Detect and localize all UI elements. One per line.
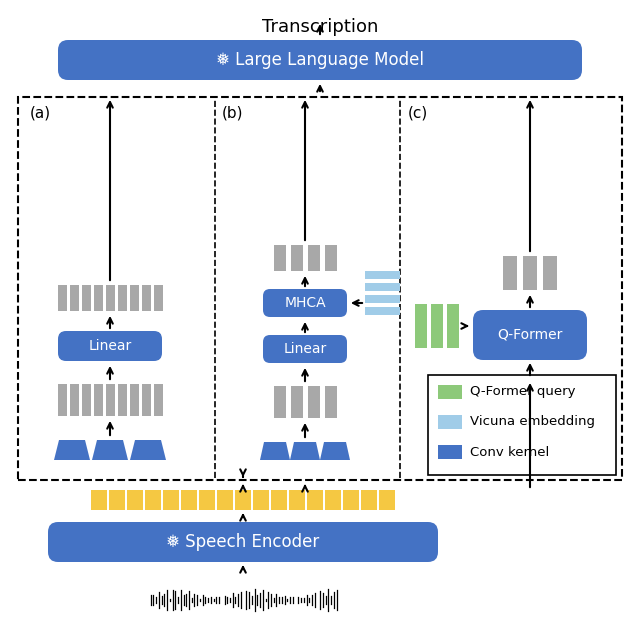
Bar xyxy=(141,285,150,311)
Bar xyxy=(438,445,462,459)
Bar xyxy=(324,386,337,418)
Polygon shape xyxy=(320,442,350,460)
Bar xyxy=(365,295,400,303)
Bar xyxy=(58,384,67,416)
Text: Linear: Linear xyxy=(284,342,326,356)
Bar xyxy=(235,490,251,510)
Text: Conv kernel: Conv kernel xyxy=(470,445,549,458)
Bar xyxy=(415,304,427,348)
Bar xyxy=(365,307,400,315)
Polygon shape xyxy=(92,440,128,460)
Bar xyxy=(181,490,197,510)
Bar xyxy=(93,285,102,311)
Bar xyxy=(18,97,622,480)
Text: Vicuna embedding: Vicuna embedding xyxy=(470,416,595,428)
Bar xyxy=(379,490,395,510)
Text: Linear: Linear xyxy=(88,339,132,353)
Text: Q-Former: Q-Former xyxy=(497,328,563,342)
Polygon shape xyxy=(130,440,166,460)
FancyBboxPatch shape xyxy=(263,335,347,363)
Bar xyxy=(273,245,285,271)
Bar xyxy=(81,384,90,416)
Text: (c): (c) xyxy=(408,105,428,120)
Bar xyxy=(503,256,517,290)
Bar xyxy=(106,384,115,416)
Text: ❅ Speech Encoder: ❅ Speech Encoder xyxy=(166,533,319,551)
Bar xyxy=(325,490,341,510)
Bar xyxy=(70,285,79,311)
FancyBboxPatch shape xyxy=(473,310,587,360)
Bar xyxy=(106,285,115,311)
Bar xyxy=(127,490,143,510)
Bar xyxy=(118,384,127,416)
Bar xyxy=(431,304,443,348)
Bar xyxy=(523,256,537,290)
Text: MHCA: MHCA xyxy=(284,296,326,310)
Bar xyxy=(343,490,359,510)
Text: Q-Former query: Q-Former query xyxy=(470,386,575,399)
Bar xyxy=(307,490,323,510)
Bar xyxy=(543,256,557,290)
Bar xyxy=(438,385,462,399)
Bar xyxy=(70,384,79,416)
FancyBboxPatch shape xyxy=(263,289,347,317)
Bar xyxy=(365,271,400,279)
Bar xyxy=(145,490,161,510)
Polygon shape xyxy=(54,440,90,460)
Bar xyxy=(365,283,400,291)
Bar xyxy=(289,490,305,510)
FancyBboxPatch shape xyxy=(48,522,438,562)
Text: (a): (a) xyxy=(30,105,51,120)
Bar xyxy=(129,285,138,311)
Bar xyxy=(58,285,67,311)
Bar xyxy=(273,386,285,418)
Bar xyxy=(253,490,269,510)
Bar xyxy=(118,285,127,311)
Bar xyxy=(438,415,462,429)
Bar xyxy=(91,490,107,510)
Bar xyxy=(307,245,319,271)
FancyBboxPatch shape xyxy=(58,331,162,361)
Bar xyxy=(271,490,287,510)
Bar xyxy=(324,245,337,271)
Bar xyxy=(428,375,616,475)
Bar xyxy=(291,386,303,418)
Bar xyxy=(81,285,90,311)
Text: (b): (b) xyxy=(222,105,243,120)
Bar xyxy=(217,490,233,510)
Bar xyxy=(154,285,163,311)
Bar xyxy=(163,490,179,510)
Text: ❅ Large Language Model: ❅ Large Language Model xyxy=(216,51,424,69)
Bar xyxy=(361,490,377,510)
Text: Transcription: Transcription xyxy=(262,18,378,36)
FancyBboxPatch shape xyxy=(58,40,582,80)
Polygon shape xyxy=(290,442,320,460)
Bar xyxy=(307,386,319,418)
Bar xyxy=(141,384,150,416)
Bar xyxy=(109,490,125,510)
Bar xyxy=(199,490,215,510)
Bar xyxy=(93,384,102,416)
Bar xyxy=(154,384,163,416)
Bar xyxy=(129,384,138,416)
Bar xyxy=(291,245,303,271)
Polygon shape xyxy=(260,442,290,460)
Bar xyxy=(447,304,459,348)
